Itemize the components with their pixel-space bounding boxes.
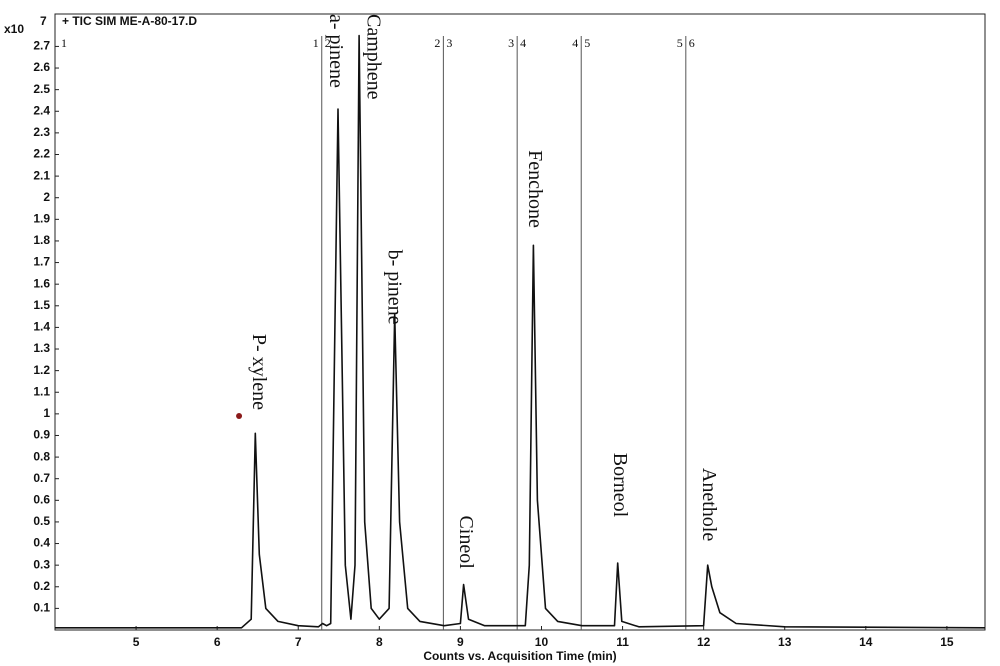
y-tick-label: 1.6 bbox=[33, 276, 50, 290]
segment-label: 3 bbox=[446, 36, 452, 50]
segment-label: 5 bbox=[677, 36, 683, 50]
plot-frame bbox=[54, 13, 986, 631]
x-axis-label: Counts vs. Acquisition Time (min) bbox=[423, 649, 616, 663]
y-tick-label: 2 bbox=[43, 190, 50, 204]
segment-label: 1 bbox=[61, 36, 67, 50]
segment-label: 2 bbox=[325, 36, 331, 50]
y-tick-label: 1.3 bbox=[33, 341, 50, 355]
y-tick-label: 2.3 bbox=[33, 125, 50, 139]
y-tick-label: 0.2 bbox=[33, 579, 50, 593]
y-tick-label: 0.8 bbox=[33, 449, 50, 463]
y-tick-label: 0.1 bbox=[33, 601, 50, 615]
peak-label: Fenchone bbox=[524, 150, 546, 228]
y-tick-label: 2.7 bbox=[33, 39, 50, 53]
highlight-point bbox=[236, 413, 243, 420]
y-tick-label: 2.2 bbox=[33, 147, 50, 161]
x-tick-label: 11 bbox=[616, 635, 629, 649]
x-tick-label: 10 bbox=[535, 635, 549, 649]
y-tick-label: 1.9 bbox=[33, 212, 50, 226]
segment-label: 2 bbox=[434, 36, 440, 50]
peak-label: Camphene bbox=[362, 14, 384, 100]
chromatogram-trace bbox=[55, 34, 986, 629]
segment-label: 3 bbox=[508, 36, 514, 50]
y-tick-label: 1.7 bbox=[33, 255, 50, 269]
y-tick-label: 0.3 bbox=[33, 557, 50, 571]
y-tick-label: 0.5 bbox=[33, 514, 50, 528]
y-tick-label: 1.2 bbox=[33, 363, 50, 377]
x-tick-label: 15 bbox=[940, 635, 954, 649]
y-tick-label: 2.1 bbox=[33, 168, 50, 182]
y-tick-label: 2.5 bbox=[33, 82, 50, 96]
peak-label: a- pinene bbox=[325, 14, 347, 88]
segment-label: 5 bbox=[584, 36, 590, 50]
y-tick-label: 0.4 bbox=[33, 536, 50, 550]
y-tick-label: 2.6 bbox=[33, 60, 50, 74]
y-tick-label: 0.7 bbox=[33, 471, 50, 485]
peak-label: Anethole bbox=[698, 468, 720, 541]
x-tick-label: 6 bbox=[214, 635, 221, 649]
segment-label: 1 bbox=[313, 36, 319, 50]
segment-label: 4 bbox=[520, 36, 526, 50]
y-tick-label: 0.9 bbox=[33, 428, 50, 442]
y-tick-label: 1.5 bbox=[33, 298, 50, 312]
segment-label: 6 bbox=[689, 36, 695, 50]
x-tick-label: 7 bbox=[295, 635, 302, 649]
y-tick-label: 0.6 bbox=[33, 492, 50, 506]
peak-label: P- xylene bbox=[248, 334, 270, 410]
y-tick-label: 1.8 bbox=[33, 233, 50, 247]
x-tick-label: 14 bbox=[859, 635, 873, 649]
y-multiplier-exponent: 7 bbox=[40, 14, 47, 28]
y-multiplier: x10 bbox=[4, 22, 24, 36]
peak-label: Borneol bbox=[609, 453, 631, 518]
x-tick-label: 9 bbox=[457, 635, 464, 649]
chart-title: + TIC SIM ME-A-80-17.D bbox=[62, 14, 197, 28]
y-tick-label: 1.4 bbox=[33, 320, 50, 334]
segment-label: 4 bbox=[572, 36, 578, 50]
peak-label: Cineol bbox=[455, 515, 477, 569]
peak-label: b- pinene bbox=[384, 250, 406, 325]
x-tick-label: 5 bbox=[133, 635, 140, 649]
x-tick-label: 8 bbox=[376, 635, 383, 649]
x-tick-label: 12 bbox=[697, 635, 711, 649]
y-tick-label: 1.1 bbox=[33, 384, 50, 398]
y-tick-label: 2.4 bbox=[33, 103, 50, 117]
y-tick-label: 1 bbox=[43, 406, 50, 420]
x-tick-label: 13 bbox=[778, 635, 792, 649]
